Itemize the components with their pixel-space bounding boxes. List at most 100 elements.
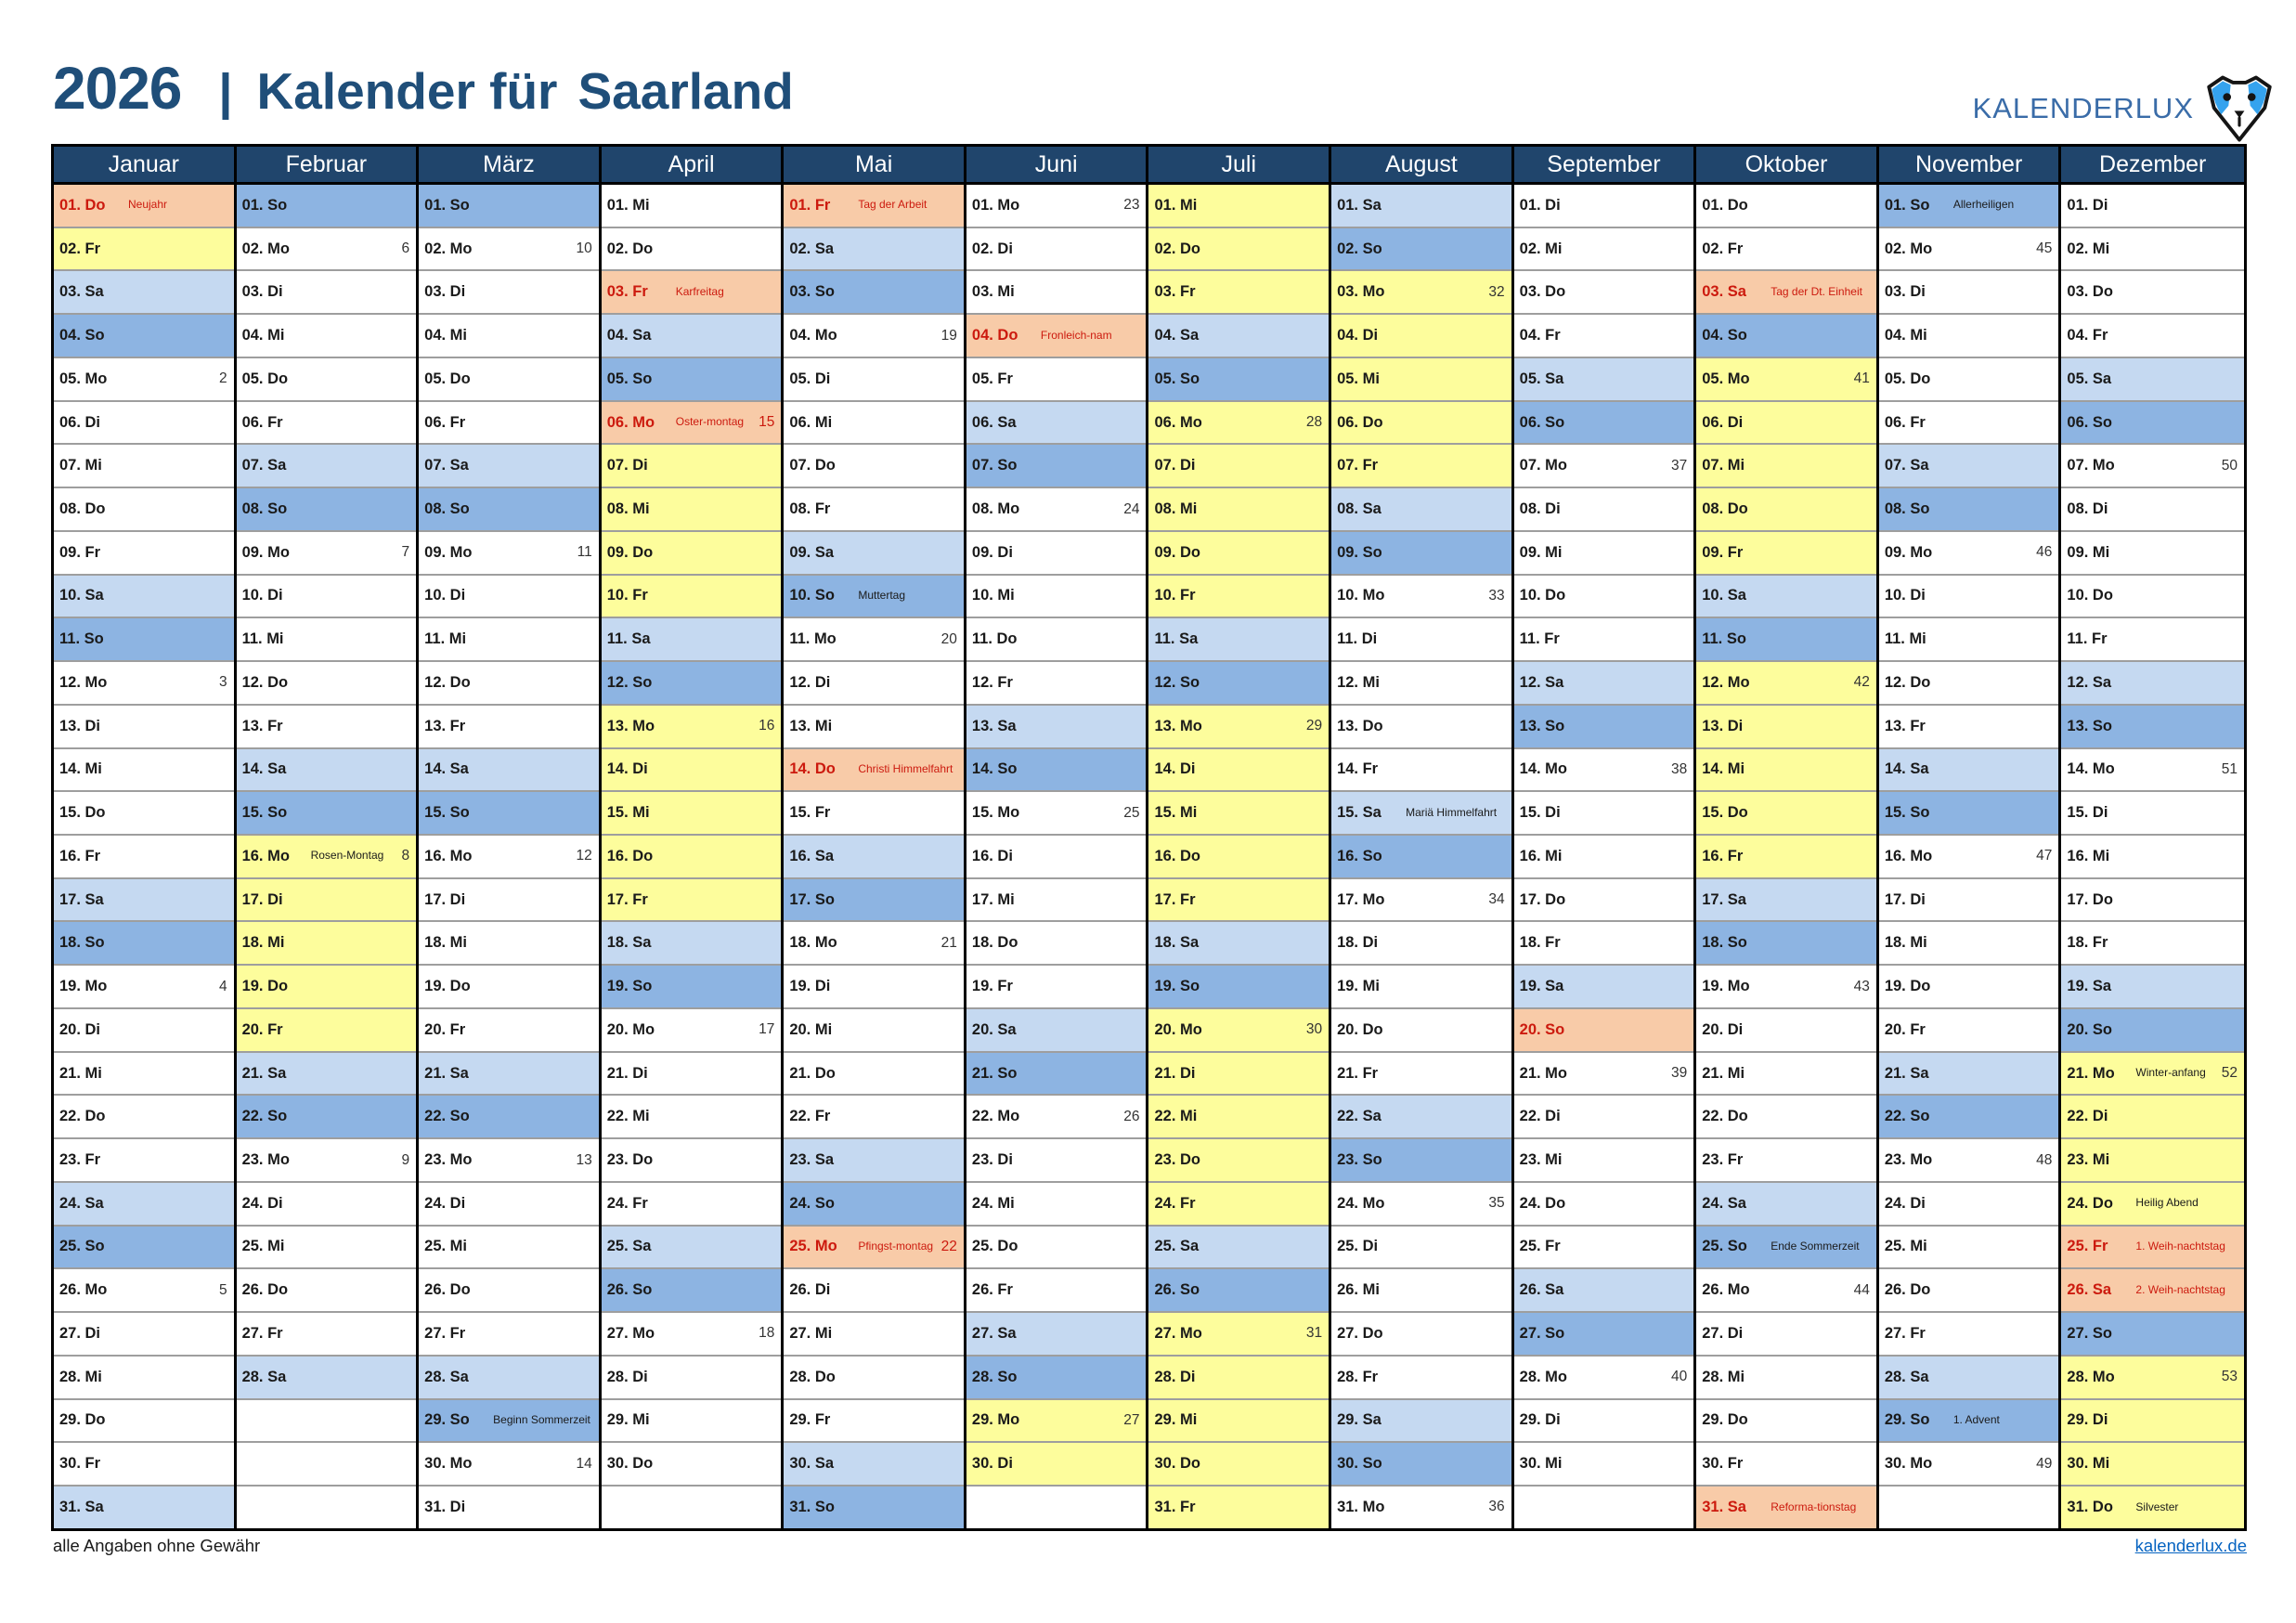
day-cell: 15. Mi — [601, 792, 782, 837]
day-cell: 01. Di — [2061, 185, 2244, 228]
week-number: 49 — [2036, 1455, 2053, 1472]
day-date: 26. Mi — [1337, 1281, 1380, 1299]
day-cell: 07. Sa — [419, 445, 599, 489]
empty-cell — [1513, 1487, 1694, 1528]
day-cell: 14. Di — [1148, 748, 1330, 793]
day-cell: 13. Mo 29 — [1148, 705, 1330, 749]
week-number: 16 — [759, 718, 775, 734]
day-cell: 12. Mi — [1331, 662, 1511, 706]
day-cell: 27. Mo 18 — [601, 1313, 782, 1357]
day-cell: 07. Di — [601, 445, 782, 489]
day-cell: 27. Fr — [419, 1313, 599, 1357]
week-number: 43 — [1853, 978, 1870, 994]
day-cell: 11. Do — [966, 618, 1147, 663]
day-date: 14. Fr — [1337, 760, 1379, 778]
day-date: 20. Mo — [606, 1020, 655, 1038]
holiday-label: Oster-montag — [675, 415, 745, 429]
day-cell: 30. Sa — [784, 1443, 964, 1487]
month-column-april: April 01. Mi 02. Do 03. Fr Karfreitag 04. Sa 0… — [601, 147, 785, 1528]
day-cell: 17. Di — [236, 878, 417, 923]
day-date: 29. So — [424, 1411, 470, 1429]
day-date: 30. So — [1337, 1455, 1382, 1473]
day-date: 10. Di — [241, 587, 283, 604]
day-date: 25. Mi — [241, 1238, 285, 1255]
month-header: September — [1513, 147, 1694, 185]
day-cell: 12. Do — [419, 662, 599, 706]
day-cell: 30. Do — [1148, 1443, 1330, 1487]
day-date: 01. Mo — [971, 196, 1020, 214]
day-date: 18. Mi — [241, 934, 285, 952]
day-date: 17. Do — [2067, 890, 2113, 908]
day-cell: 01. Fr Tag der Arbeit — [784, 185, 964, 228]
day-date: 25. Mo — [789, 1238, 837, 1255]
week-number: 41 — [1853, 370, 1870, 387]
day-date: 28. So — [971, 1368, 1018, 1385]
day-date: 30. Do — [1154, 1455, 1201, 1473]
day-date: 03. So — [789, 283, 835, 301]
day-date: 25. Sa — [1154, 1238, 1200, 1255]
day-date: 09. Do — [606, 543, 654, 561]
day-date: 06. Di — [1702, 413, 1744, 431]
day-cell: 25. Do — [966, 1226, 1147, 1270]
day-cell: 23. Mo 48 — [1878, 1139, 2059, 1183]
empty-cell — [1878, 1487, 2059, 1528]
day-date: 25. Fr — [2067, 1238, 2108, 1255]
day-date: 11. Sa — [606, 630, 651, 648]
kalenderlux-logo: KALENDERLUX — [1973, 74, 2276, 143]
day-cell: 26. Mo 44 — [1696, 1269, 1876, 1314]
day-date: 22. Mi — [1154, 1108, 1198, 1125]
day-cell: 10. Fr — [1148, 575, 1330, 619]
day-cell: 03. So — [784, 271, 964, 316]
day-date: 14. Di — [606, 760, 648, 778]
day-cell: 11. Fr — [2061, 618, 2244, 663]
day-cell: 19. Sa — [1513, 966, 1694, 1009]
day-date: 05. Mi — [1337, 370, 1380, 387]
day-date: 23. Mo — [241, 1151, 290, 1169]
week-number: 32 — [1488, 283, 1505, 300]
day-date: 09. Mo — [241, 543, 290, 561]
day-cell: 01. Do Neujahr — [54, 185, 234, 228]
day-cell: 11. Mo 20 — [784, 618, 964, 663]
day-cell: 07. Sa — [1878, 445, 2059, 489]
week-number: 5 — [218, 1281, 227, 1298]
day-date: 07. So — [971, 457, 1018, 474]
day-cell: 16. So — [1331, 836, 1511, 879]
day-date: 08. Mi — [606, 500, 650, 517]
day-cell: 24. Di — [419, 1182, 599, 1227]
day-cell: 20. So — [1513, 1008, 1694, 1053]
day-date: 18. Mi — [424, 934, 468, 952]
day-date: 31. Sa — [1702, 1498, 1746, 1515]
day-cell: 26. So — [1148, 1269, 1330, 1314]
day-date: 20. Fr — [241, 1020, 283, 1038]
day-cell: 17. Mo 34 — [1331, 878, 1511, 923]
day-cell: 14. Mi — [1696, 748, 1876, 793]
day-cell: 24. So — [784, 1182, 964, 1227]
day-cell: 25. Sa — [1148, 1226, 1330, 1270]
day-cell: 16. Mo 12 — [419, 836, 599, 879]
day-cell: 06. Fr — [1878, 401, 2059, 446]
kalenderlux-link[interactable]: kalenderlux.de — [2134, 1536, 2247, 1555]
day-cell: 09. Mo 7 — [236, 531, 417, 576]
week-number: 51 — [2221, 760, 2238, 777]
day-date: 23. Mo — [424, 1151, 473, 1169]
day-date: 05. Do — [424, 370, 471, 387]
day-date: 11. Do — [971, 630, 1018, 648]
day-cell: 03. Sa — [54, 271, 234, 316]
day-date: 11. So — [59, 630, 104, 648]
day-cell: 15. Sa Mariä Himmelfahrt — [1331, 792, 1511, 837]
holiday-label: 1. Advent — [1952, 1413, 2000, 1427]
week-number: 48 — [2036, 1151, 2053, 1168]
day-cell: 23. Mi — [2061, 1139, 2244, 1183]
day-date: 17. Di — [424, 890, 466, 908]
day-cell: 22. Mi — [601, 1096, 782, 1140]
day-cell: 15. Do — [54, 792, 234, 837]
day-date: 11. Fr — [1519, 630, 1560, 648]
day-date: 22. So — [1884, 1108, 1930, 1125]
day-date: 23. Mi — [1519, 1151, 1563, 1169]
day-cell: 09. Sa — [784, 531, 964, 576]
day-date: 30. Mi — [1519, 1455, 1563, 1473]
week-number: 46 — [2036, 544, 2053, 561]
day-date: 18. Di — [1337, 934, 1379, 952]
day-cell: 30. Mo 14 — [419, 1443, 599, 1487]
day-date: 13. Fr — [1884, 717, 1926, 734]
